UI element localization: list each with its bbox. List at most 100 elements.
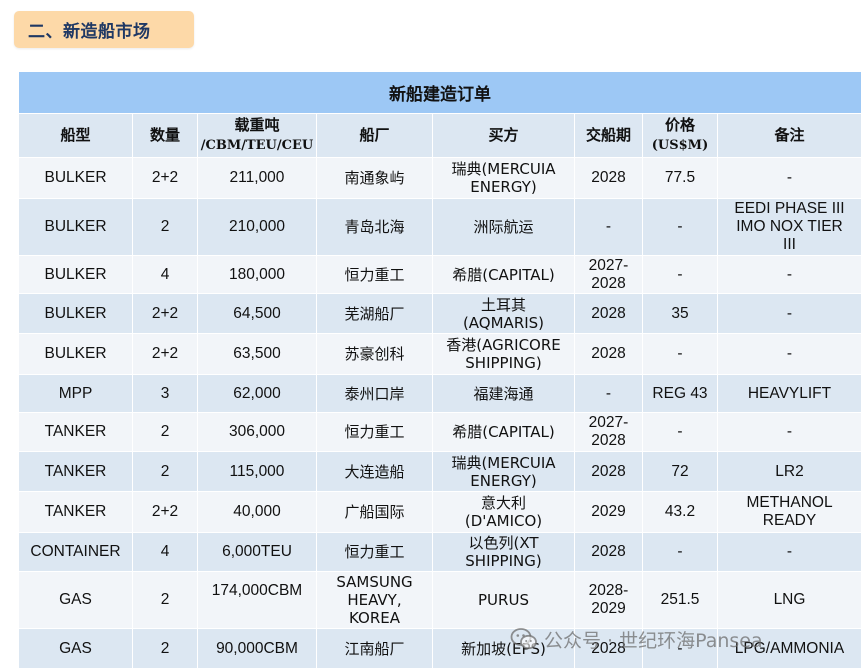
cell-remark: -: [717, 293, 862, 334]
cell-yard: 大连造船: [316, 451, 433, 492]
cell-delivery-line: 2028: [591, 432, 626, 449]
header-delivery: 交船期: [574, 113, 643, 158]
cell-type: BULKER: [18, 157, 133, 199]
cell-price: -: [642, 412, 718, 452]
table-row: MPP 3 62,000 泰州口岸 福建海通 - REG 43 HEAVYLIFT: [18, 374, 862, 413]
table-row: TANKER 2+2 40,000 广船国际 意大利 (D'AMICO) 2029 43.2 M…: [18, 491, 862, 533]
cell-dwt-line: 6,000TEU: [222, 543, 292, 560]
cell-delivery: 2027- 2028: [574, 412, 643, 452]
cell-yard-line: 江南船厂: [344, 639, 405, 658]
cell-delivery-line: 2027-: [588, 414, 629, 431]
cell-qty: 4: [132, 255, 198, 294]
cell-yard-line: 恒力重工: [344, 265, 405, 284]
cell-remark-line: IMO NOX TIER: [736, 218, 843, 235]
cell-yard: SAMSUNG HEAVY, KOREA: [316, 571, 433, 629]
cell-buyer-line: 香港(AGRICORE: [446, 336, 561, 354]
cell-buyer-line: 瑞典(MERCUIA: [451, 160, 556, 178]
cell-yard-line: KOREA: [349, 609, 400, 627]
cell-buyer: 意大利 (D'AMICO): [432, 491, 575, 533]
table-header-row: 船型 数量 载重吨/CBM/TEU/CEU 船厂 买方 交船期 价格 (US$M) 备注: [18, 113, 862, 158]
cell-price: -: [642, 532, 718, 572]
cell-qty: 2+2: [132, 491, 198, 533]
cell-buyer-line: 新加坡(EPS): [461, 639, 546, 658]
cell-delivery-line: 2028: [591, 543, 626, 560]
cell-remark-line: -: [786, 169, 793, 186]
cell-buyer-line: 福建海通: [473, 384, 534, 403]
section-title-badge: 二、新造船市场: [14, 11, 194, 48]
table-row: TANKER 2 306,000 恒力重工 希腊(CAPITAL) 2027- 2028- -: [18, 412, 862, 452]
cell-dwt: 306,000: [197, 412, 317, 452]
cell-remark: LPG/AMMONIA: [717, 628, 862, 669]
cell-buyer-line: ENERGY): [470, 471, 537, 490]
cell-buyer: 洲际航运: [432, 198, 575, 256]
cell-qty: 2+2: [132, 157, 198, 199]
table-title: 新船建造订单: [18, 71, 862, 114]
cell-dwt: 6,000TEU: [197, 532, 317, 572]
cell-yard: 恒力重工: [316, 532, 433, 572]
cell-yard: 青岛北海: [316, 198, 433, 256]
cell-delivery-line: 2028: [591, 639, 626, 657]
cell-type: BULKER: [18, 333, 133, 375]
cell-delivery-line: 2028: [591, 274, 626, 292]
cell-remark-line: LNG: [773, 591, 806, 608]
cell-buyer-line: SHIPPING): [465, 354, 542, 372]
cell-dwt-line: 40,000: [233, 503, 281, 520]
cell-delivery-line: 2029: [591, 503, 626, 520]
cell-price: REG 43: [642, 374, 718, 413]
cell-dwt-line: 174,000CBM: [211, 582, 303, 599]
cell-delivery-line: 2028-: [588, 582, 629, 599]
header-dwt-line: 载重吨: [234, 116, 280, 134]
cell-yard-line: SAMSUNG: [336, 573, 413, 591]
table-row: GAS 2 90,000CBM 江南船厂 新加坡(EPS) 2028- LPG/AMMONI…: [18, 628, 862, 669]
cell-buyer: 瑞典(MERCUIA ENERGY): [432, 451, 575, 492]
header-price: 价格 (US$M): [642, 113, 718, 158]
cell-remark: METHANOL READY: [717, 491, 862, 533]
cell-yard-line: 广船国际: [344, 503, 405, 521]
cell-dwt-line: 211,000: [229, 169, 285, 186]
cell-delivery-line: 2027-: [588, 256, 629, 274]
cell-dwt: 211,000: [197, 157, 317, 199]
cell-buyer: 香港(AGRICORE SHIPPING): [432, 333, 575, 375]
cell-qty: 2: [132, 451, 198, 492]
cell-buyer: 新加坡(EPS): [432, 628, 575, 669]
cell-buyer-line: 意大利: [480, 494, 526, 512]
cell-yard-line: 南通象屿: [344, 169, 405, 187]
cell-dwt-line: 210,000: [228, 218, 286, 235]
table-body: BULKER 2+2 211,000 南通象屿 瑞典(MERCUIA ENERGY) 202…: [18, 157, 862, 669]
cell-remark-line: III: [783, 236, 796, 253]
cell-price: -: [642, 198, 718, 256]
cell-price: 43.2: [642, 491, 718, 533]
cell-delivery: 2028- 2029: [574, 571, 643, 629]
cell-dwt-line: 180,000: [228, 265, 286, 283]
cell-buyer-line: PURUS: [478, 591, 529, 609]
cell-dwt-line: 90,000CBM: [216, 639, 298, 657]
cell-qty: 2+2: [132, 293, 198, 334]
cell-buyer-line: (AQMARIS): [462, 313, 545, 332]
cell-dwt: 63,500: [197, 333, 317, 375]
cell-qty: 2: [132, 412, 198, 452]
cell-remark: HEAVYLIFT: [717, 374, 862, 413]
cell-type: CONTAINER: [18, 532, 133, 572]
cell-delivery-line: 2028: [591, 304, 626, 322]
cell-delivery: -: [574, 374, 643, 413]
cell-qty: 4: [132, 532, 198, 572]
cell-yard-line: 泰州口岸: [344, 384, 405, 403]
table-row: GAS 2 174,000CBM SAMSUNG HEAVY, KOREA PURUS 202…: [18, 571, 862, 629]
cell-yard-line: 大连造船: [344, 462, 405, 481]
cell-buyer-line: 土耳其: [480, 295, 526, 314]
cell-remark-line: READY: [762, 512, 817, 529]
cell-yard: 苏豪创科: [316, 333, 433, 375]
header-price-line: (US$M): [651, 138, 709, 153]
cell-yard-line: 青岛北海: [344, 218, 405, 236]
cell-type: BULKER: [18, 293, 133, 334]
cell-dwt-line: 62,000: [233, 384, 281, 402]
cell-remark: EEDI PHASE III IMO NOX TIER III: [717, 198, 862, 256]
cell-delivery: 2028: [574, 532, 643, 572]
table-row: BULKER 2+2 211,000 南通象屿 瑞典(MERCUIA ENERGY) 202…: [18, 157, 862, 199]
table-row: BULKER 2+2 64,500 芜湖船厂 土耳其 (AQMARIS) 2028 35 -: [18, 293, 862, 334]
header-remark: 备注: [717, 113, 862, 158]
cell-dwt: 180,000: [197, 255, 317, 294]
cell-yard: 泰州口岸: [316, 374, 433, 413]
cell-dwt: 210,000: [197, 198, 317, 256]
table-row: TANKER 2 115,000 大连造船 瑞典(MERCUIA ENERGY) 2028 7…: [18, 451, 862, 492]
